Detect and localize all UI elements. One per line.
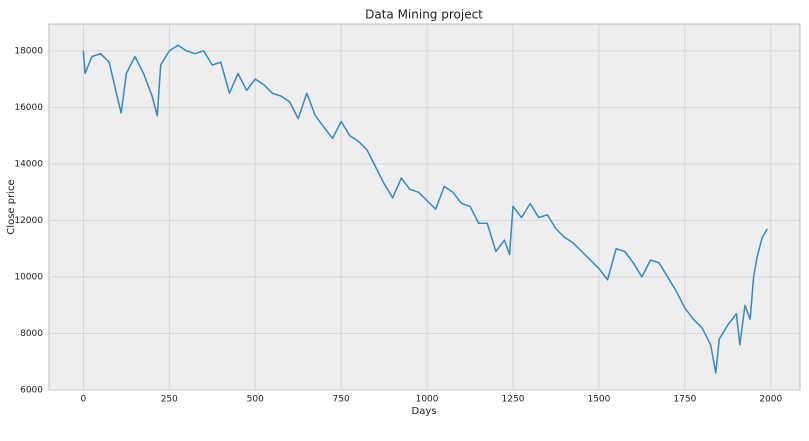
x-tick-label: 0: [81, 395, 87, 405]
x-tick-label: 1000: [416, 395, 439, 405]
y-tick-label: 8000: [20, 329, 43, 339]
y-tick-label: 16000: [14, 103, 43, 113]
x-tick-label: 2000: [759, 395, 782, 405]
y-tick-label: 6000: [20, 386, 43, 396]
chart-title: Data Mining project: [365, 8, 483, 22]
y-axis-label: Close price: [6, 179, 17, 234]
x-tick-label: 1250: [502, 395, 525, 405]
x-axis-label: Days: [412, 406, 437, 417]
x-tick-label: 250: [161, 395, 178, 405]
line: [82, 44, 768, 374]
y-tick-label: 12000: [14, 216, 43, 226]
x-tick-label: 1750: [673, 395, 696, 405]
x-tick-label: 500: [247, 395, 264, 405]
y-tick-label: 18000: [14, 46, 43, 56]
x-tick-label: 750: [333, 395, 350, 405]
y-tick-label: 10000: [14, 272, 43, 282]
plot-area: [48, 23, 801, 391]
y-tick-label: 14000: [14, 159, 43, 169]
x-tick-label: 1500: [587, 395, 610, 405]
